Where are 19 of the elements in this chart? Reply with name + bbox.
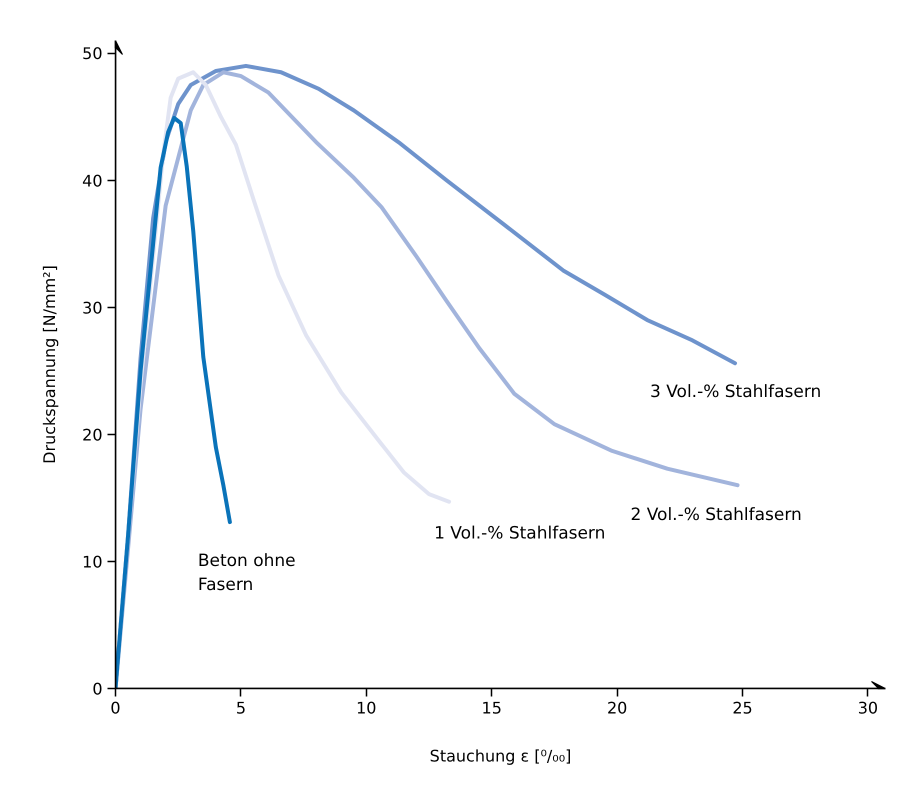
y-tick-label: 0 — [92, 680, 103, 698]
x-tick-label: 5 — [236, 698, 246, 718]
text: Beton ohne Fasern — [198, 551, 296, 596]
y-tick-label: 40 — [82, 171, 102, 190]
y-tick-label: 20 — [82, 425, 102, 444]
text: 2 Vol.-% Stahlfasern — [630, 505, 802, 526]
x-tick-label: 15 — [482, 698, 502, 718]
x-axis-title: Stauchung ε [⁰/₀₀] — [430, 746, 572, 766]
x-tick-label: 10 — [356, 698, 376, 718]
x-tick-label: 20 — [606, 698, 628, 718]
series-label: 3 Vol.-% Stahlfasern — [650, 382, 822, 402]
x-tick-label: 0 — [110, 698, 121, 718]
y-tick-label: 10 — [82, 552, 102, 572]
y-tick-label: 30 — [82, 298, 102, 318]
y-tick-label: 50 — [82, 44, 102, 64]
series-label: 1 Vol.-% Stahlfasern — [434, 524, 606, 544]
y-axis-title: Druckspannung [N/mm²] — [40, 265, 60, 464]
x-tick-label: 30 — [858, 698, 878, 718]
x-tick-label: 25 — [732, 698, 753, 718]
